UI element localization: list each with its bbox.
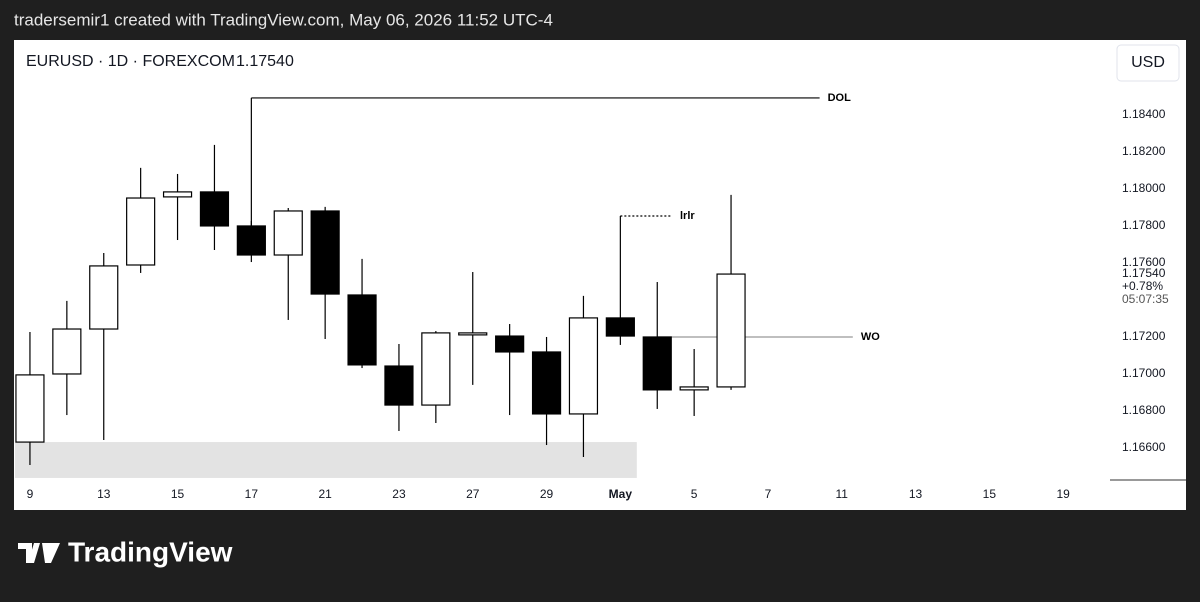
- y-tick-label: 1.16600: [1122, 440, 1166, 454]
- x-tick-label: 5: [691, 487, 698, 501]
- x-tick-label: 13: [909, 487, 923, 501]
- x-tick-label: 29: [540, 487, 554, 501]
- zone: [15, 442, 637, 478]
- candle-body: [236, 225, 266, 256]
- candle-body: [162, 191, 193, 198]
- candle-body: [89, 265, 119, 330]
- level-label: lrlr: [680, 210, 695, 222]
- chart-panel: [14, 40, 1186, 510]
- x-tick-label: 11: [836, 487, 849, 501]
- currency-button[interactable]: [1116, 44, 1180, 82]
- candle-body: [605, 317, 635, 337]
- logo: TradingView: [18, 536, 233, 567]
- currency-label[interactable]: USD: [1131, 54, 1165, 71]
- last-price: 1.17540: [1122, 266, 1166, 280]
- y-tick-label: 1.18000: [1122, 181, 1166, 195]
- candle-body: [421, 332, 451, 406]
- y-tick-label: 1.18400: [1122, 107, 1166, 121]
- chart-title: EURUSD · 1D · FOREXCOM: [26, 53, 235, 70]
- x-tick-label: 23: [392, 487, 406, 501]
- level-label: DOL: [828, 92, 852, 104]
- logo-text: TradingView: [68, 536, 233, 567]
- candle-body: [15, 374, 45, 443]
- logo-mark: [18, 543, 60, 563]
- candle-body: [642, 336, 672, 391]
- candle-body: [679, 386, 709, 391]
- last-change: +0.78%: [1122, 279, 1163, 293]
- x-tick-label: 15: [983, 487, 997, 501]
- x-tick-label: 9: [27, 487, 34, 501]
- x-tick-label: 27: [466, 487, 480, 501]
- y-tick-label: 1.17800: [1122, 218, 1166, 232]
- x-tick-label: 15: [171, 487, 185, 501]
- candle-body: [52, 328, 82, 375]
- y-tick-label: 1.17000: [1122, 366, 1166, 380]
- x-tick-label: 21: [318, 487, 332, 501]
- plot: 1.18400 1.18200 1.18000 1.17800 1.17600 1.172…: [15, 92, 1169, 501]
- title-price: 1.17540: [236, 53, 294, 70]
- x-tick-label: 19: [1056, 487, 1070, 501]
- x-tick-label: May: [609, 487, 633, 501]
- candle-body: [199, 191, 230, 227]
- candle-body: [458, 332, 488, 336]
- x-tick-label: 7: [765, 487, 772, 501]
- candle-body: [568, 317, 599, 415]
- countdown: 05:07:35: [1122, 292, 1169, 306]
- y-tick-label: 1.17600: [1122, 255, 1166, 269]
- x-tick-label: 13: [97, 487, 111, 501]
- level-label: WO: [861, 331, 880, 343]
- candle-body: [273, 210, 303, 256]
- candle-body: [495, 335, 525, 353]
- candle-body: [531, 351, 562, 415]
- candle-body: [716, 273, 746, 388]
- x-tick-label: 17: [245, 487, 259, 501]
- candle-body: [310, 210, 340, 295]
- y-tick-label: 1.16800: [1122, 403, 1166, 417]
- credit: tradersemir1 created with TradingView.co…: [14, 10, 553, 29]
- candle-body: [126, 197, 156, 266]
- candle-body: [384, 365, 414, 406]
- candle-body: [347, 294, 377, 366]
- y-tick-label: 1.18200: [1122, 144, 1166, 158]
- y-tick-label: 1.17200: [1122, 329, 1166, 343]
